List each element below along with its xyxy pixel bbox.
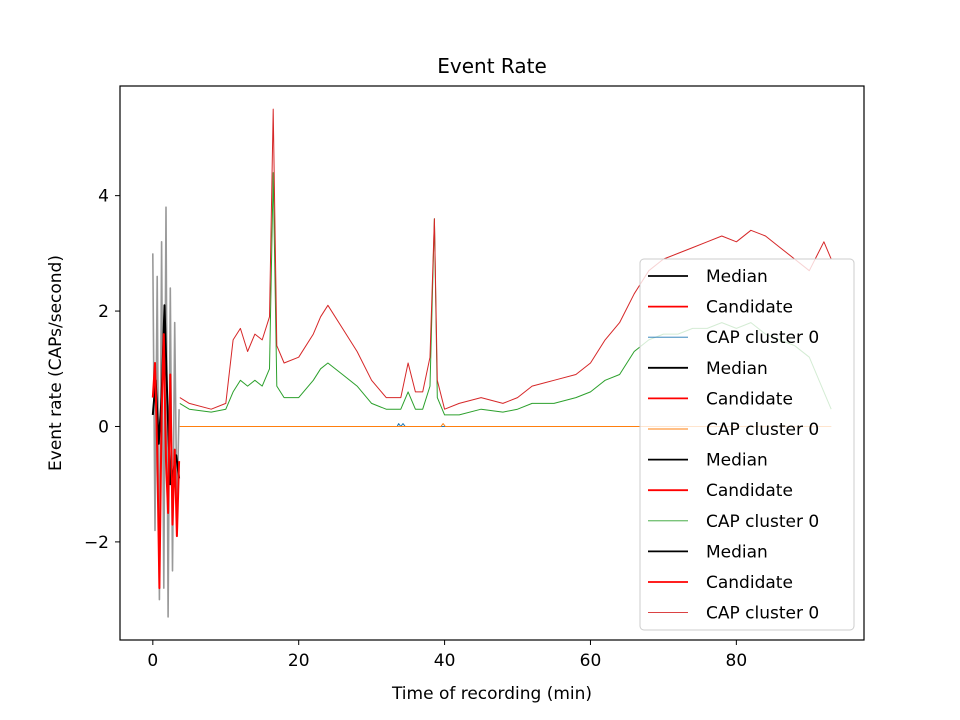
series-line-2 (151, 333, 181, 590)
series-line-4 (179, 423, 832, 427)
plot-frame (119, 85, 865, 641)
chart-title: Event Rate (437, 54, 547, 78)
x-tick-label: 40 (434, 651, 456, 671)
legend: Median Candidate CAP cluster 0 Median Candid… (639, 258, 855, 631)
y-tick-label: −2 (84, 533, 109, 553)
x-tick-label: 60 (580, 651, 602, 671)
legend-label: Median (706, 267, 768, 287)
legend-label: Median (706, 359, 768, 379)
legend-label: CAP cluster 0 (706, 420, 819, 440)
legend-label: CAP cluster 0 (706, 604, 819, 624)
legend-label: Candidate (706, 389, 793, 409)
y-tick-label: 2 (98, 302, 109, 322)
x-axis-title: Time of recording (min) (391, 684, 592, 704)
legend-box (639, 258, 855, 631)
x-tick-label: 20 (288, 651, 310, 671)
legend-label: CAP cluster 0 (706, 512, 819, 532)
y-tick-label: 0 (98, 417, 109, 437)
y-tick-label: 4 (98, 187, 109, 207)
legend-label: CAP cluster 0 (706, 328, 819, 348)
x-tick-label: 0 (147, 651, 158, 671)
legend-label: Median (706, 451, 768, 471)
y-axis-title: Event rate (CAPs/second) (46, 255, 66, 471)
legend-label: Median (706, 542, 768, 562)
legend-label: Candidate (706, 481, 793, 501)
series-line-6 (179, 108, 832, 410)
axes-group: 0 20 40 60 80 −2 0 2 4 (84, 85, 865, 671)
x-tick-label: 80 (726, 651, 748, 671)
series-line-0 (152, 206, 180, 618)
legend-label: Candidate (706, 298, 793, 318)
legend-label: Candidate (706, 573, 793, 593)
